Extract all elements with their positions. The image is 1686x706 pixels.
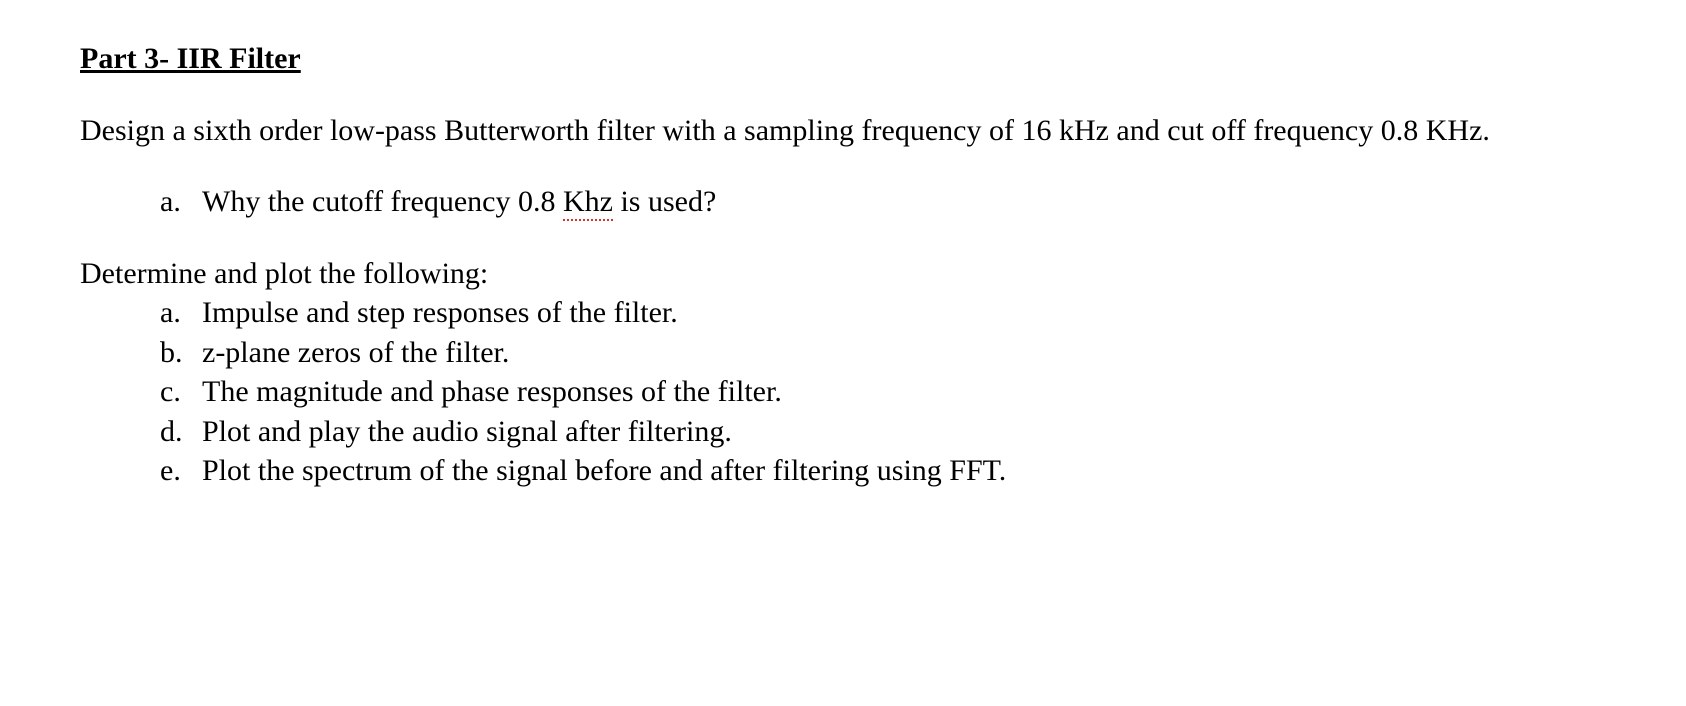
list-marker: e.: [160, 452, 202, 490]
list-marker: b.: [160, 334, 202, 372]
question-a: a.Why the cutoff frequency 0.8 Khz is us…: [160, 183, 1606, 221]
list-item: e. Plot the spectrum of the signal befor…: [160, 452, 1606, 490]
list-text: The magnitude and phase responses of the…: [202, 373, 782, 411]
sublist: a. Impulse and step responses of the fil…: [160, 294, 1606, 490]
section-heading: Part 3- IIR Filter: [80, 40, 1606, 78]
question-a-marker: a.: [160, 183, 202, 221]
question-a-text-before: Why the cutoff frequency 0.8: [202, 185, 563, 218]
list-marker: c.: [160, 373, 202, 411]
list-item: c. The magnitude and phase responses of …: [160, 373, 1606, 411]
determine-label: Determine and plot the following:: [80, 255, 1606, 293]
list-text: Plot and play the audio signal after fil…: [202, 413, 732, 451]
list-text: z-plane zeros of the filter.: [202, 334, 509, 372]
list-item: a. Impulse and step responses of the fil…: [160, 294, 1606, 332]
list-text: Plot the spectrum of the signal before a…: [202, 452, 1006, 490]
list-marker: a.: [160, 294, 202, 332]
intro-paragraph: Design a sixth order low-pass Butterwort…: [80, 112, 1606, 150]
list-text: Impulse and step responses of the filter…: [202, 294, 678, 332]
question-a-text-after: is used?: [613, 185, 716, 218]
list-item: d. Plot and play the audio signal after …: [160, 413, 1606, 451]
list-marker: d.: [160, 413, 202, 451]
spellcheck-squiggle: Khz: [563, 185, 613, 221]
list-item: b. z-plane zeros of the filter.: [160, 334, 1606, 372]
